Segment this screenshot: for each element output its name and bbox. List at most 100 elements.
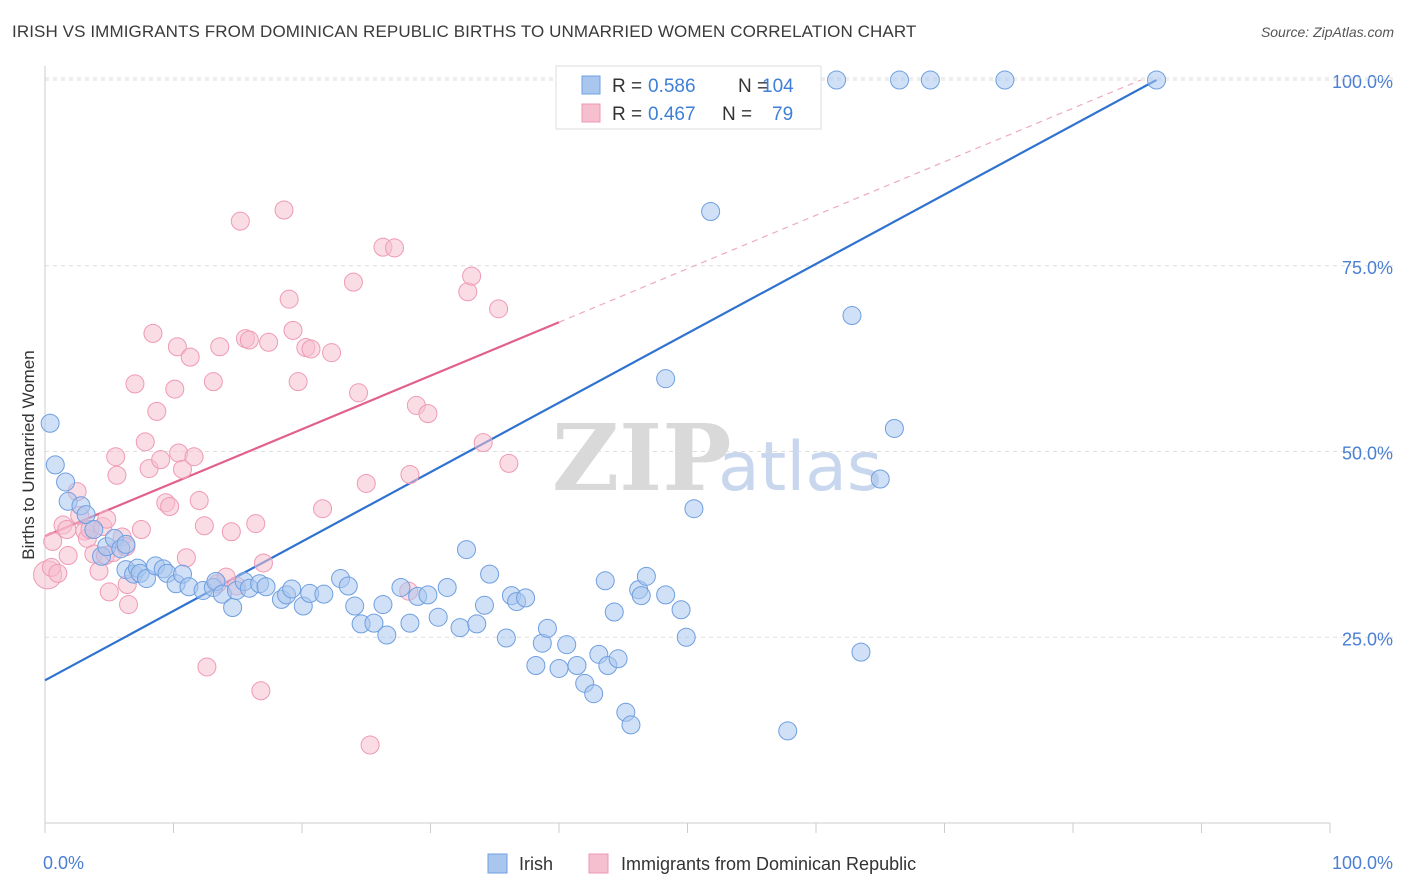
source-label: Source: ZipAtlas.com	[1260, 24, 1394, 40]
grid-lines: 25.0% 50.0% 75.0% 100.0%	[45, 72, 1395, 649]
data-point-dominican	[184, 447, 204, 467]
legend-r-value-dominican: 0.467	[648, 104, 696, 125]
data-point-dominican	[57, 520, 77, 540]
trend-line-dominican	[44, 321, 560, 538]
data-point-dominican	[356, 473, 376, 493]
data-point-dominican	[230, 211, 250, 231]
series-legend-swatch-irish	[487, 853, 508, 874]
data-point-dominican	[197, 657, 217, 677]
data-point-dominican	[210, 337, 230, 357]
legend-swatch-irish	[581, 75, 601, 95]
data-point-dominican	[97, 509, 117, 529]
data-point-dominican	[43, 531, 63, 551]
data-point-irish	[364, 613, 384, 633]
data-point-irish	[890, 70, 910, 90]
data-point-irish	[995, 70, 1015, 90]
data-point-dominican	[106, 447, 126, 467]
data-point-dominican	[349, 383, 369, 403]
data-point-dominican	[221, 522, 241, 542]
data-point-irish	[456, 540, 476, 560]
legend-n-value-dominican: 79	[772, 104, 793, 125]
data-point-irish	[1147, 70, 1167, 90]
data-point-irish	[516, 588, 536, 608]
x-tick-label: 0.0%	[43, 853, 84, 873]
data-point-dominican	[385, 238, 405, 258]
data-point-dominican	[400, 465, 420, 485]
data-point-irish	[391, 577, 411, 597]
data-point-dominican	[165, 379, 185, 399]
data-point-irish	[567, 655, 587, 675]
y-tick-label: 100.0%	[1332, 72, 1393, 92]
data-point-irish	[400, 613, 420, 633]
data-point-irish	[56, 472, 76, 492]
data-point-dominican	[251, 681, 271, 701]
data-point-dominican	[119, 595, 139, 615]
data-point-irish	[45, 455, 65, 475]
data-point-dominican	[274, 200, 294, 220]
data-point-irish	[84, 520, 104, 540]
series-legend: Irish Immigrants from Dominican Republic	[487, 853, 916, 874]
data-point-irish	[377, 625, 397, 645]
data-point-dominican	[125, 374, 145, 394]
data-point-irish	[827, 70, 847, 90]
data-point-dominican	[462, 266, 482, 286]
data-point-irish	[467, 614, 487, 634]
data-point-irish	[282, 579, 302, 599]
data-point-dominican	[176, 548, 196, 568]
data-point-irish	[557, 635, 577, 655]
data-point-dominican	[246, 514, 266, 534]
data-point-irish	[656, 369, 676, 389]
data-points	[33, 70, 1167, 755]
data-point-dominican	[160, 496, 180, 516]
data-point-dominican	[203, 372, 223, 392]
data-point-dominican	[135, 432, 155, 452]
data-point-dominican	[458, 282, 478, 302]
legend-n-label-irish: N =	[738, 76, 768, 97]
data-point-dominican	[259, 332, 279, 352]
data-point-irish	[450, 618, 470, 638]
data-point-dominican	[360, 735, 380, 755]
data-point-irish	[621, 715, 641, 735]
data-point-dominican	[489, 299, 509, 319]
data-point-dominican	[253, 553, 273, 573]
data-point-irish	[631, 586, 651, 606]
data-point-dominican	[418, 404, 438, 424]
data-point-irish	[636, 566, 656, 586]
watermark-atlas: atlas	[718, 428, 882, 507]
data-point-dominican	[107, 465, 127, 485]
data-point-dominican	[131, 520, 151, 540]
data-point-irish	[345, 596, 365, 616]
data-point-irish	[314, 584, 334, 604]
data-point-dominican	[151, 450, 171, 470]
data-point-dominican	[239, 330, 259, 350]
data-point-dominican	[58, 546, 78, 566]
data-point-irish	[418, 585, 438, 605]
series-legend-swatch-dominican	[588, 853, 609, 874]
data-point-irish	[474, 595, 494, 615]
legend-r-value-irish: 0.586	[648, 76, 696, 97]
data-point-dominican	[301, 339, 321, 359]
data-point-irish	[870, 469, 890, 489]
data-point-irish	[920, 70, 940, 90]
data-point-irish	[256, 577, 276, 597]
data-point-dominican	[180, 347, 200, 367]
y-tick-label: 50.0%	[1342, 444, 1393, 464]
data-point-irish	[338, 576, 358, 596]
data-point-dominican	[322, 343, 342, 363]
data-point-dominican	[343, 272, 363, 292]
data-point-irish	[496, 628, 516, 648]
data-point-irish	[608, 649, 628, 669]
data-point-dominican	[147, 401, 167, 421]
stats-legend: R = 0.586 N = 104 R = 0.467 N = 79	[555, 65, 822, 130]
data-point-irish	[223, 598, 243, 618]
data-point-irish	[656, 585, 676, 605]
data-point-dominican	[499, 453, 519, 473]
legend-swatch-dominican	[581, 103, 601, 123]
data-point-irish	[701, 202, 721, 222]
data-point-dominican	[167, 337, 187, 357]
data-point-irish	[851, 642, 871, 662]
series-legend-label-irish: Irish	[519, 854, 553, 874]
y-axis-label: Births to Unmarried Women	[19, 350, 38, 559]
data-point-dominican	[313, 499, 333, 519]
